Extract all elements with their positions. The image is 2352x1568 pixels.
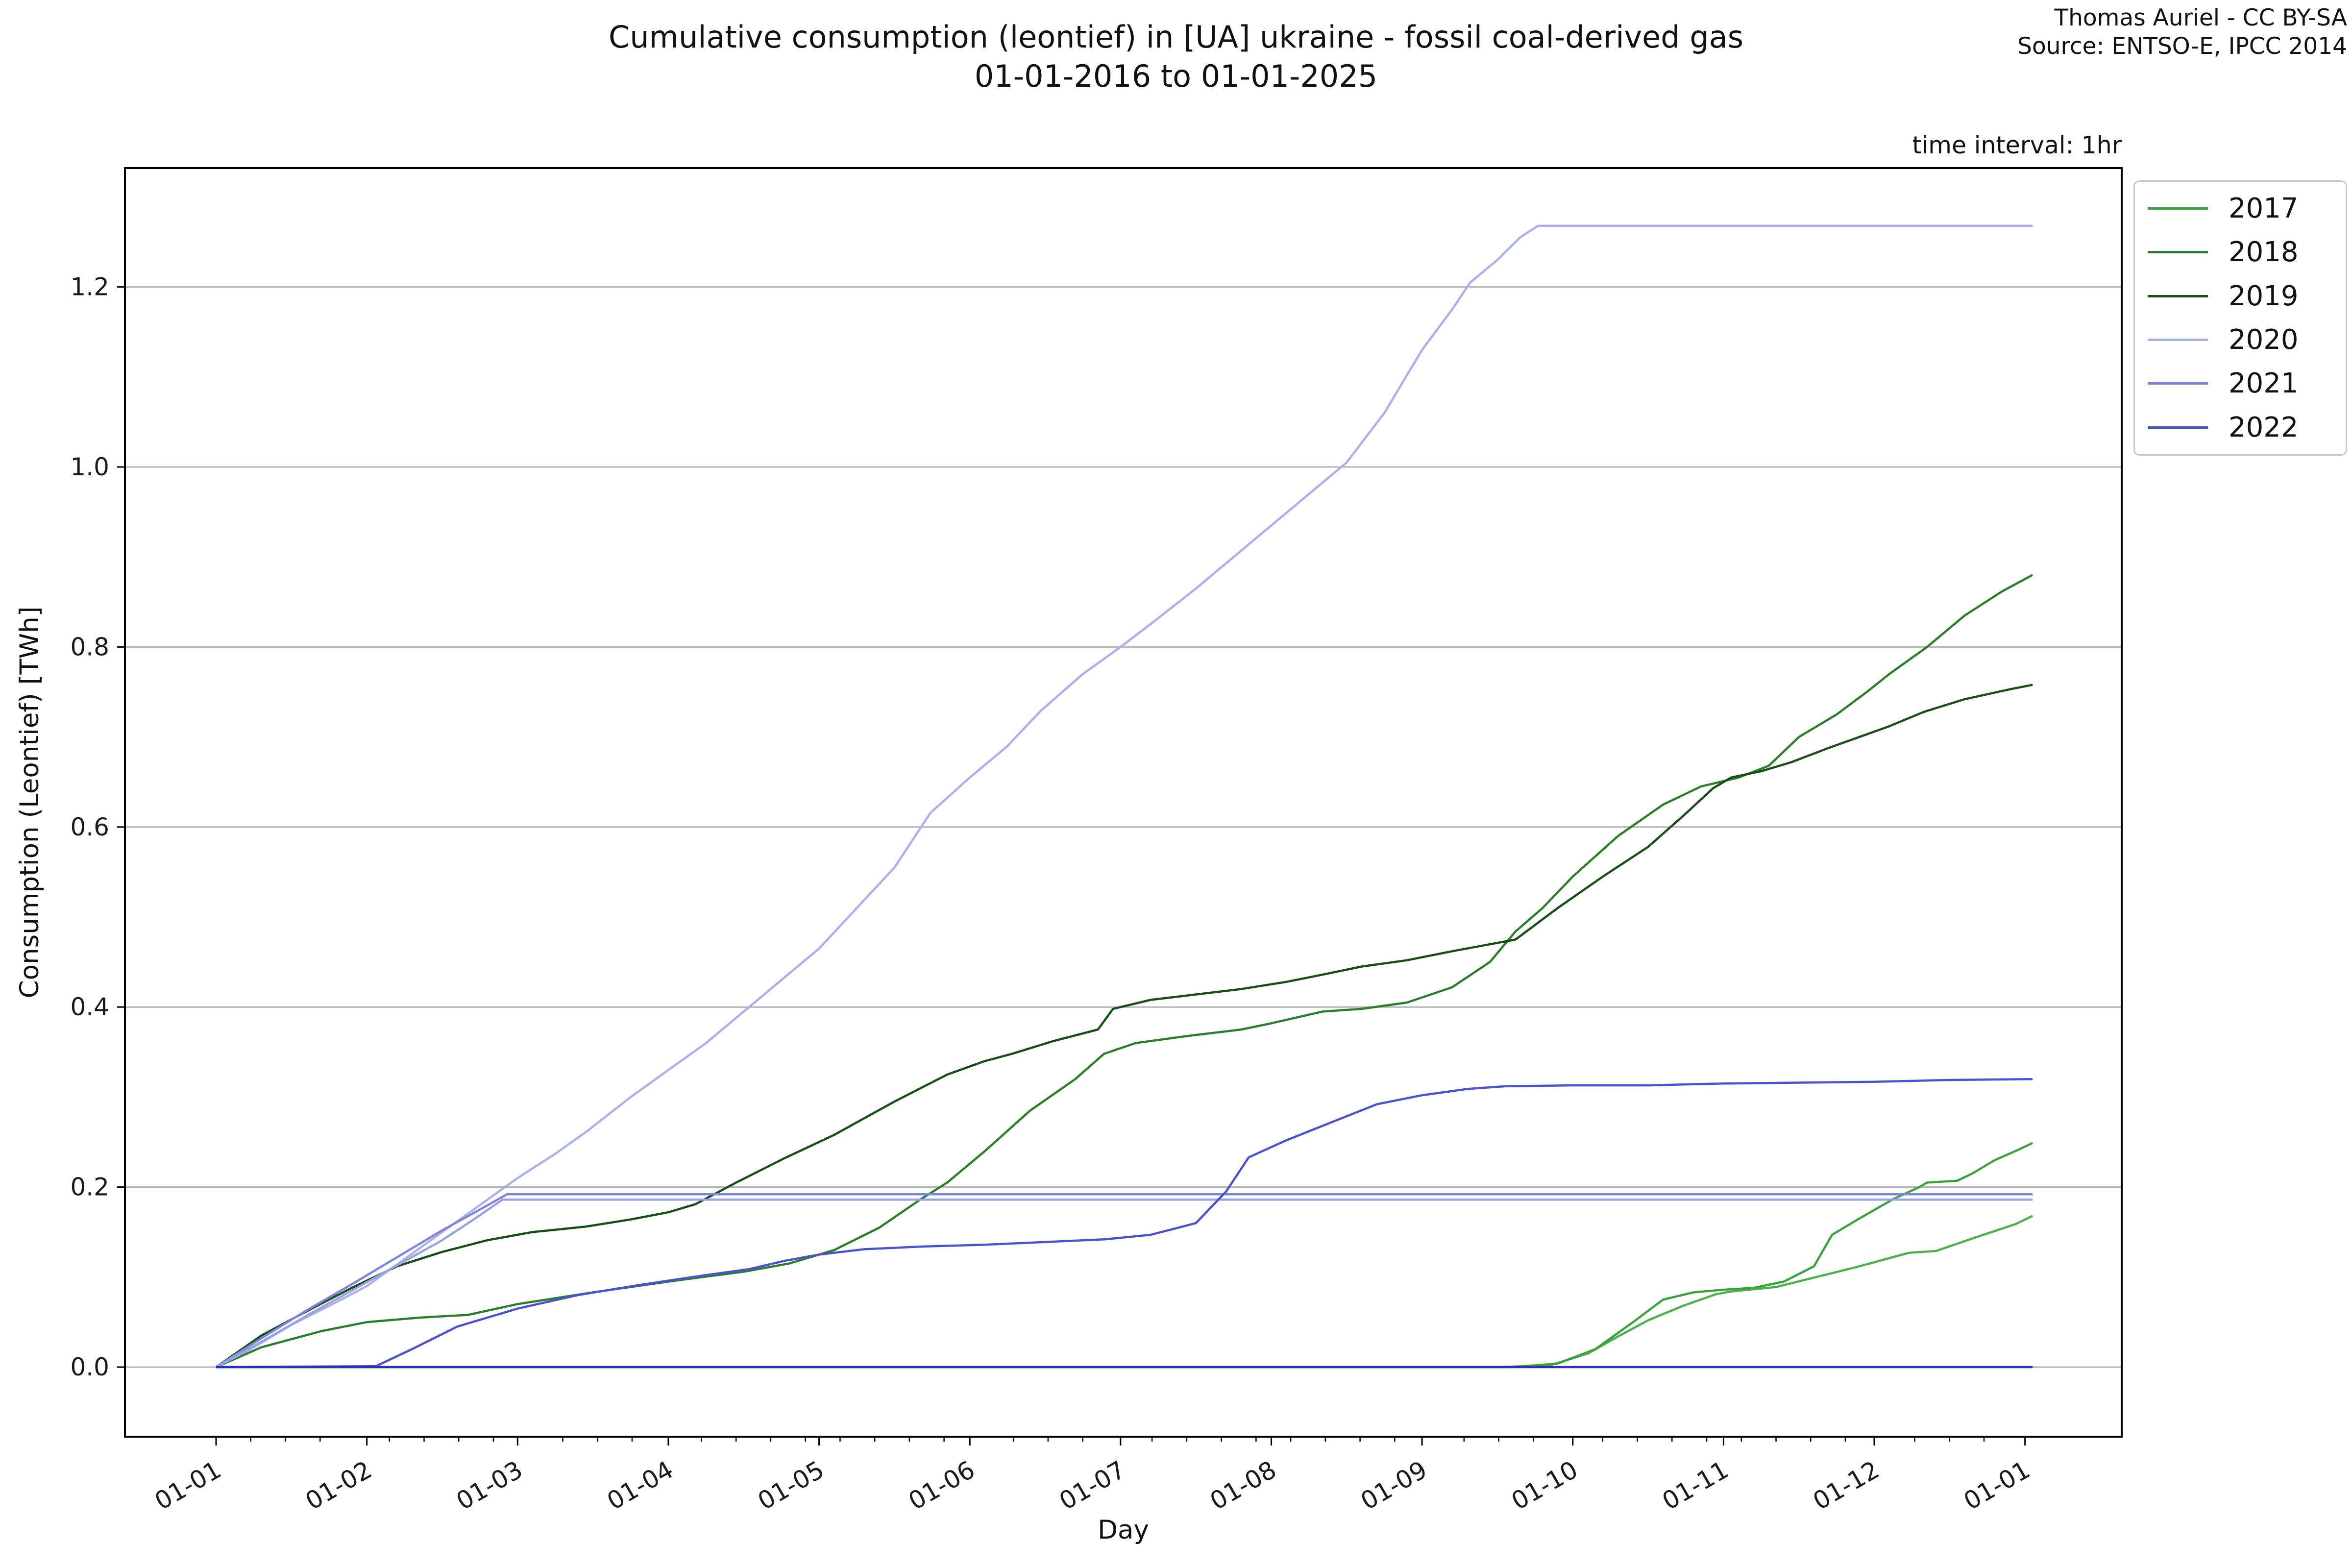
- legend-line-swatch: [2148, 251, 2208, 254]
- series-line-unlabeled: [215, 1199, 2033, 1368]
- x-tick-label: 01-01: [150, 1455, 226, 1516]
- legend-item-2021: 2021: [2148, 368, 2346, 399]
- x-tick-label: 01-01: [1959, 1455, 2035, 1516]
- gridlines: [125, 286, 2122, 1368]
- series-line-2022: [216, 1078, 2033, 1369]
- x-tick-label: 01-08: [1205, 1455, 1281, 1516]
- x-tick-label: 01-07: [1054, 1455, 1130, 1516]
- legend-item-2022: 2022: [2148, 412, 2346, 443]
- legend-label: 2020: [2229, 324, 2299, 356]
- series-lines: [215, 224, 2034, 1369]
- chart-title-line2: 01-01-2016 to 01-01-2025: [974, 58, 1378, 94]
- tick-labels: 0.0 0.2 0.4 0.6 0.8 1.0 1.2 01-01 01-02 01-03 01-0…: [70, 273, 2034, 1516]
- x-tick-label: 01-10: [1507, 1455, 1583, 1516]
- series-line-2018: [216, 574, 2034, 1369]
- series-line-2017: [216, 1142, 2034, 1369]
- x-tick-label: 01-09: [1356, 1455, 1432, 1516]
- series-line-2021: [215, 1193, 2033, 1368]
- x-tick-label: 01-03: [451, 1455, 527, 1516]
- x-tick-label: 01-11: [1658, 1455, 1734, 1516]
- x-axis-label: Day: [1098, 1515, 1149, 1545]
- time-interval-note: time interval: 1hr: [1912, 131, 2122, 159]
- legend-label: 2018: [2229, 236, 2299, 269]
- series-line-2019: [215, 684, 2033, 1368]
- series-line-2020: [215, 224, 2033, 1368]
- y-tick-label: 1.2: [70, 273, 109, 301]
- y-tick-label: 0.0: [70, 1353, 109, 1381]
- attribution-source: Source: ENTSO-E, IPCC 2014: [2017, 33, 2347, 60]
- attribution: Thomas Auriel - CC BY-SA Source: ENTSO-E…: [2017, 4, 2347, 61]
- legend-line-swatch: [2148, 426, 2208, 429]
- legend: 2017 2018 2019 2020 2021 2022: [2133, 180, 2347, 456]
- x-tick-label: 01-12: [1808, 1455, 1884, 1516]
- legend-item-2020: 2020: [2148, 324, 2346, 356]
- y-tick-label: 0.2: [70, 1173, 109, 1201]
- legend-line-swatch: [2148, 294, 2208, 297]
- legend-label: 2021: [2229, 368, 2299, 400]
- legend-label: 2022: [2229, 411, 2299, 443]
- legend-line-swatch: [2148, 339, 2208, 342]
- legend-line-swatch: [2148, 382, 2208, 385]
- attribution-author: Thomas Auriel - CC BY-SA: [2054, 4, 2347, 31]
- axis-ticks: [117, 286, 2026, 1446]
- legend-item-2017: 2017: [2148, 193, 2346, 224]
- y-axis-label: Consumption (Leontief) [TWh]: [15, 607, 45, 999]
- legend-item-2019: 2019: [2148, 280, 2346, 312]
- y-tick-label: 0.8: [70, 633, 109, 661]
- chart-title-line1: Cumulative consumption (leontief) in [UA…: [608, 19, 1744, 55]
- x-tick-label: 01-05: [753, 1455, 829, 1516]
- plot-border: [124, 167, 2123, 1438]
- series-line-unlabeled: [216, 1215, 2034, 1369]
- y-tick-label: 1.0: [70, 453, 109, 481]
- x-tick-label: 01-04: [602, 1455, 678, 1516]
- x-tick-label: 01-06: [904, 1455, 980, 1516]
- legend-item-2018: 2018: [2148, 236, 2346, 268]
- y-tick-label: 0.6: [70, 813, 109, 841]
- x-tick-label: 01-02: [301, 1455, 377, 1516]
- chart-title: Cumulative consumption (leontief) in [UA…: [490, 18, 1862, 96]
- legend-label: 2019: [2229, 280, 2299, 312]
- legend-label: 2017: [2229, 193, 2299, 225]
- y-tick-label: 0.4: [70, 993, 109, 1021]
- legend-line-swatch: [2148, 207, 2208, 210]
